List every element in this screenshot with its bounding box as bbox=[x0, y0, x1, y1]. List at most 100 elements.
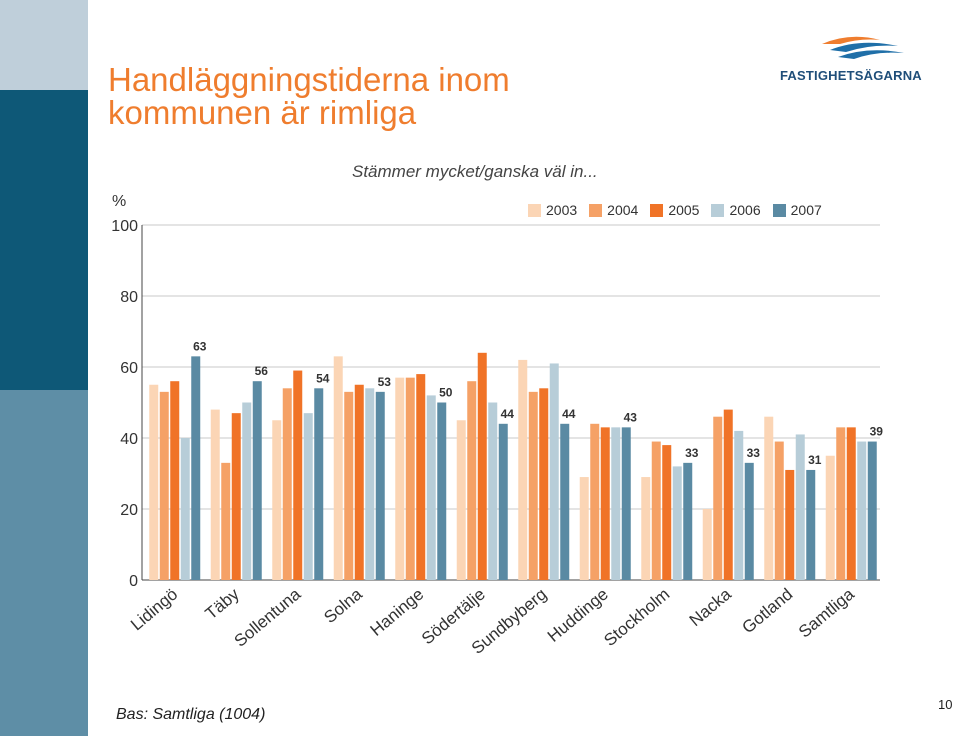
legend-label: 2004 bbox=[607, 202, 639, 218]
bar bbox=[744, 462, 754, 580]
legend-item: 2006 bbox=[711, 202, 761, 218]
bar bbox=[416, 374, 426, 580]
bar bbox=[344, 391, 354, 580]
bar bbox=[437, 402, 447, 580]
bar bbox=[333, 356, 343, 580]
legend-swatch bbox=[650, 203, 664, 217]
bar bbox=[221, 462, 231, 580]
bar bbox=[836, 427, 846, 580]
bar bbox=[282, 388, 292, 580]
bar bbox=[651, 441, 661, 580]
title-line-2: kommunen är rimliga bbox=[108, 94, 417, 131]
logo-text: FASTIGHETSÄGARNA bbox=[780, 68, 922, 83]
bar bbox=[395, 377, 405, 580]
data-label: 33 bbox=[747, 446, 761, 460]
logo-waves-icon bbox=[822, 36, 904, 59]
bar bbox=[641, 477, 651, 580]
legend-label: 2005 bbox=[668, 202, 700, 218]
legend-item: 2003 bbox=[528, 202, 577, 218]
bar bbox=[785, 469, 795, 580]
bar bbox=[672, 466, 682, 580]
bar bbox=[600, 427, 610, 580]
y-tick-label: 100 bbox=[111, 218, 138, 235]
bar bbox=[579, 477, 589, 580]
bar bbox=[488, 402, 498, 580]
bar bbox=[242, 402, 252, 580]
chart-legend: 2003 2004 2005 2006 2007 bbox=[528, 202, 822, 218]
x-tick-label: Nacka bbox=[686, 584, 736, 630]
bar bbox=[825, 455, 835, 580]
bar bbox=[365, 388, 375, 580]
bar bbox=[795, 434, 805, 580]
bar bbox=[611, 427, 621, 580]
bar bbox=[734, 430, 744, 580]
sidebar-top-band bbox=[0, 0, 88, 90]
data-label: 31 bbox=[808, 453, 822, 467]
bar bbox=[375, 391, 385, 580]
fastighetsagarna-logo: FASTIGHETSÄGARNA bbox=[780, 30, 940, 86]
bar bbox=[621, 427, 631, 580]
bar bbox=[713, 416, 723, 580]
bar bbox=[170, 381, 180, 580]
bar bbox=[405, 377, 415, 580]
y-tick-label: 40 bbox=[120, 431, 138, 448]
legend-swatch bbox=[528, 203, 541, 217]
data-label: 56 bbox=[255, 364, 269, 378]
x-tick-label: Sollentuna bbox=[231, 584, 305, 651]
data-label: 50 bbox=[439, 386, 453, 400]
y-tick-label: 80 bbox=[120, 289, 138, 306]
legend-label: 2003 bbox=[546, 202, 578, 218]
data-label: 44 bbox=[562, 407, 576, 421]
x-tick-label: Lidingö bbox=[127, 585, 181, 635]
sidebar-middle-band bbox=[0, 90, 88, 390]
legend-item: 2007 bbox=[772, 202, 822, 218]
bar bbox=[426, 395, 436, 580]
bar bbox=[354, 384, 364, 580]
bar bbox=[867, 441, 877, 580]
bar bbox=[806, 469, 816, 580]
data-label: 33 bbox=[685, 446, 699, 460]
bar bbox=[252, 381, 262, 580]
bar bbox=[272, 420, 282, 580]
data-label: 53 bbox=[378, 375, 392, 389]
data-label: 63 bbox=[193, 339, 207, 353]
x-tick-label: Stockholm bbox=[600, 585, 673, 651]
bar bbox=[293, 370, 303, 580]
x-tick-label: Solna bbox=[320, 584, 366, 627]
legend-label: 2006 bbox=[729, 202, 761, 218]
slide-title: Handläggningstiderna inom kommunen är ri… bbox=[108, 63, 510, 129]
bar bbox=[210, 409, 220, 580]
legend-label: 2007 bbox=[790, 202, 822, 218]
bar bbox=[549, 363, 559, 580]
data-label: 44 bbox=[501, 407, 515, 421]
bar bbox=[702, 509, 712, 580]
bar bbox=[683, 462, 693, 580]
bar bbox=[303, 413, 313, 580]
data-label: 54 bbox=[316, 371, 330, 385]
bar bbox=[857, 441, 867, 580]
bar bbox=[528, 391, 538, 580]
sidebar-bottom-band bbox=[0, 390, 88, 736]
page-number: 10 bbox=[938, 697, 953, 712]
chart-subtitle: Stämmer mycket/ganska väl in... bbox=[352, 162, 598, 181]
bar bbox=[723, 409, 733, 580]
bar bbox=[477, 352, 487, 580]
bar bbox=[560, 423, 570, 580]
title-line-1: Handläggningstiderna inom bbox=[108, 61, 510, 98]
bar bbox=[764, 416, 774, 580]
bar bbox=[590, 423, 600, 580]
legend-swatch bbox=[772, 203, 786, 217]
bar bbox=[159, 391, 169, 580]
y-tick-label: 20 bbox=[120, 502, 138, 519]
bar bbox=[846, 427, 856, 580]
x-tick-label: Haninge bbox=[367, 585, 428, 640]
data-label: 39 bbox=[870, 425, 884, 439]
x-tick-label: Täby bbox=[202, 584, 244, 623]
data-label: 43 bbox=[624, 410, 638, 424]
bar bbox=[539, 388, 549, 580]
y-tick-label: 60 bbox=[120, 360, 138, 377]
bar bbox=[231, 413, 241, 580]
base-note: Bas: Samtliga (1004) bbox=[116, 706, 266, 723]
legend-item: 2004 bbox=[589, 202, 638, 218]
